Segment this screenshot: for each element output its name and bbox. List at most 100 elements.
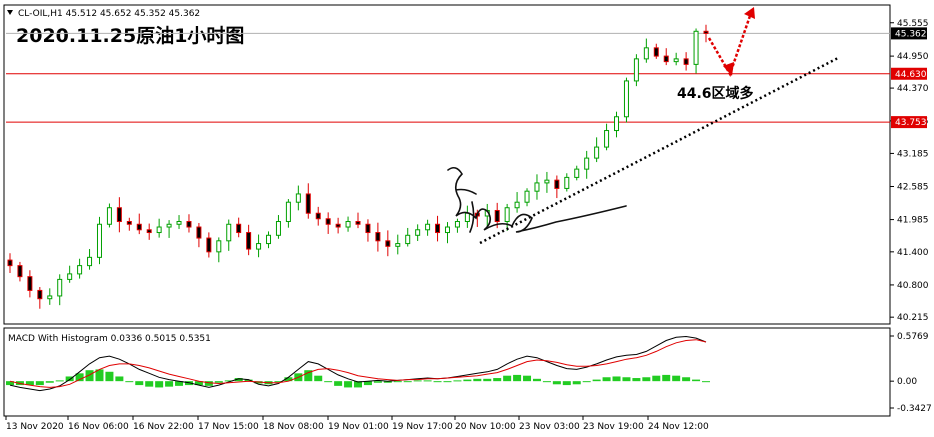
- candle-body: [57, 278, 63, 297]
- macd-histogram-bar: [55, 380, 64, 382]
- candle-body: [126, 221, 132, 225]
- macd-histogram-bar: [373, 381, 382, 383]
- macd-histogram-bar: [75, 373, 84, 382]
- candle-body: [87, 256, 93, 267]
- candle-body: [415, 229, 421, 236]
- candle-body: [375, 232, 381, 242]
- macd-histogram-bar: [513, 374, 522, 382]
- macd-histogram-bar: [324, 381, 333, 383]
- x-tick-label: 13 Nov 2020: [6, 422, 64, 432]
- macd-histogram-bar: [532, 378, 541, 382]
- candle-body: [643, 47, 649, 60]
- collapse-triangle-icon[interactable]: [7, 10, 13, 15]
- macd-histogram-bar: [115, 376, 124, 382]
- price-box-label: 45.362: [895, 29, 927, 39]
- candle-body: [27, 276, 33, 291]
- price-box-label: 43.753: [895, 118, 927, 128]
- price-box: [891, 116, 927, 129]
- macd-histogram-bar: [542, 381, 551, 383]
- y-tick-label: 41.985: [897, 216, 929, 226]
- macd-histogram-bar: [682, 377, 691, 382]
- main-pane-frame: [3, 4, 891, 325]
- candle-body: [186, 221, 192, 228]
- macd-y-tick-label: 0.00: [897, 377, 917, 387]
- macd-histogram-bar: [503, 375, 512, 382]
- y-tick-label: 42.585: [897, 183, 929, 193]
- candle-body: [703, 30, 709, 34]
- macd-histogram-bar: [483, 378, 492, 382]
- candle-body: [136, 223, 142, 231]
- y-tick-label: 41.400: [897, 248, 929, 258]
- candle-body: [663, 55, 669, 63]
- y-tick-label: 40.215: [897, 313, 929, 323]
- candle-body: [226, 223, 232, 242]
- macd-histogram-bar: [244, 379, 253, 382]
- y-tick-label: 40.800: [897, 281, 929, 291]
- macd-histogram-bar: [165, 381, 174, 387]
- signature-watermark: [447, 166, 627, 233]
- macd-histogram-bar: [652, 375, 661, 382]
- macd-histogram-bar: [175, 381, 184, 386]
- macd-histogram-bar: [344, 381, 353, 388]
- arrow-up-icon: [744, 7, 755, 19]
- macd-histogram-bar: [135, 381, 144, 386]
- candle-body: [266, 234, 272, 245]
- candle-body: [504, 207, 510, 223]
- candle-body: [614, 116, 620, 132]
- macd-histogram-bar: [413, 380, 422, 382]
- macd-histogram-bar: [622, 377, 631, 382]
- x-tick-label: 19 Nov 01:00: [328, 422, 389, 432]
- candle-body: [623, 80, 629, 118]
- x-tick-label: 16 Nov 06:00: [68, 422, 129, 432]
- candle-body: [494, 209, 500, 223]
- macd-histogram-bar: [204, 381, 213, 386]
- macd-histogram-bar: [334, 381, 343, 386]
- candle-body: [405, 234, 411, 245]
- candle-body: [633, 58, 639, 82]
- macd-histogram-bar: [403, 381, 412, 383]
- candle-body: [673, 58, 679, 63]
- macd-histogram-bar: [125, 381, 134, 383]
- macd-histogram-bar: [523, 375, 532, 382]
- candle-body: [564, 176, 570, 189]
- macd-histogram-bar: [443, 381, 452, 383]
- candle-body: [275, 221, 281, 236]
- candle-body: [7, 259, 13, 267]
- macd-histogram-bar: [582, 381, 591, 383]
- x-tick-label: 19 Nov 17:00: [392, 422, 453, 432]
- macd-y-tick-label: 0.5769: [897, 332, 929, 342]
- macd-series-signal: [9, 339, 707, 388]
- macd-histogram-bar: [363, 381, 372, 386]
- y-tick-label: 43.185: [897, 149, 929, 159]
- candle-body: [435, 223, 441, 234]
- candle-body: [116, 207, 122, 223]
- candle-body: [584, 157, 590, 170]
- y-tick-label: 44.370: [897, 84, 929, 94]
- macd-histogram-bar: [672, 375, 681, 382]
- x-tick-label: 24 Nov 12:00: [648, 422, 709, 432]
- macd-histogram-bar: [284, 377, 293, 382]
- candle-body: [653, 47, 659, 57]
- macd-histogram-bar: [463, 379, 472, 382]
- candle-body: [17, 265, 23, 278]
- candle-body: [574, 168, 580, 178]
- macd-histogram-bar: [214, 381, 223, 383]
- candle-body: [365, 223, 371, 234]
- macd-histogram-bar: [393, 381, 402, 383]
- macd-y-tick-label: -0.3427: [897, 404, 932, 414]
- x-tick-label: 18 Nov 08:00: [263, 422, 324, 432]
- candle-body: [335, 223, 341, 228]
- macd-histogram-bar: [692, 379, 701, 382]
- price-box: [891, 67, 927, 80]
- price-box: [891, 27, 927, 40]
- candle-body: [355, 221, 361, 225]
- macd-histogram-bar: [145, 381, 154, 387]
- candle-body: [554, 179, 560, 189]
- candle-body: [444, 226, 450, 234]
- candle-body: [524, 190, 530, 203]
- macd-histogram-bar: [642, 377, 651, 382]
- candle-body: [464, 212, 470, 223]
- candle-body: [37, 289, 43, 300]
- candle-body: [47, 295, 53, 300]
